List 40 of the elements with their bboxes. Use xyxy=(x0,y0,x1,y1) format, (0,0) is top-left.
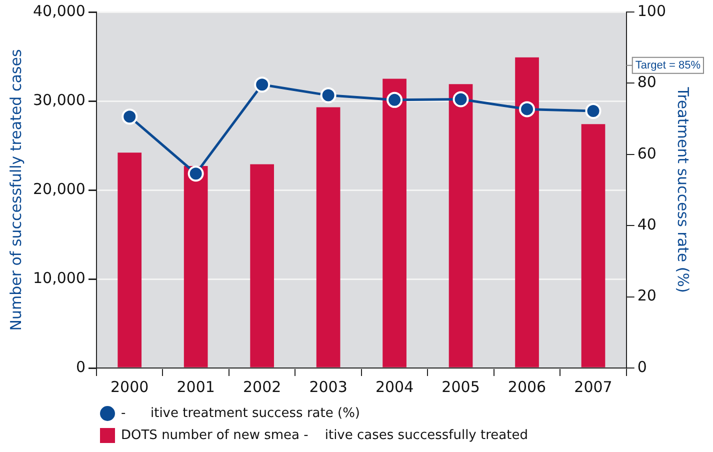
ref-line-label: Target = 85% xyxy=(635,59,701,72)
x-tick-label: 2000 xyxy=(110,378,149,396)
bar xyxy=(515,57,539,368)
y2-tick-label: 100 xyxy=(637,2,666,20)
x-tick-label: 2003 xyxy=(309,378,348,396)
point xyxy=(254,76,270,93)
bar xyxy=(184,166,208,368)
point xyxy=(585,102,602,119)
x-tick-label: 2001 xyxy=(176,378,215,396)
y-tick-label: 10,000 xyxy=(32,268,86,287)
point xyxy=(386,92,403,108)
y2-tick-label: 0 xyxy=(637,358,647,376)
point xyxy=(188,166,204,182)
bar xyxy=(118,152,142,368)
x-tick-label: 2005 xyxy=(442,378,480,396)
bar xyxy=(250,164,274,368)
y-tick-label: 40,000 xyxy=(32,2,86,20)
legend-label: - itive treatment success rate (%) xyxy=(121,406,360,420)
bar xyxy=(448,84,473,368)
x-tick-label: 2007 xyxy=(574,378,612,396)
point xyxy=(452,91,469,108)
x-tick-label: 2004 xyxy=(375,378,414,396)
y-tick-label: 20,000 xyxy=(32,180,86,198)
y2-tick-label: 20 xyxy=(637,286,656,305)
y2-axis-title: Treatment success rate (%) xyxy=(674,86,692,293)
bar xyxy=(581,124,606,368)
y-tick-label: 30,000 xyxy=(32,90,86,109)
y2-tick-label: 80 xyxy=(637,73,656,92)
x-tick-label: 2002 xyxy=(242,378,282,396)
point xyxy=(519,101,536,118)
y2-tick-label: 60 xyxy=(637,144,656,162)
point xyxy=(320,87,336,104)
bar xyxy=(316,107,340,368)
y-axis-title: Number of successfully treated cases xyxy=(6,49,25,331)
y2-tick-label: 40 xyxy=(637,215,656,234)
legend-label: DOTS number of new smea - itive cases successfully treated xyxy=(121,428,528,442)
y-tick-label: 0 xyxy=(76,358,86,376)
bar xyxy=(382,78,406,368)
x-tick-label: 2006 xyxy=(508,378,546,396)
point xyxy=(122,108,138,125)
